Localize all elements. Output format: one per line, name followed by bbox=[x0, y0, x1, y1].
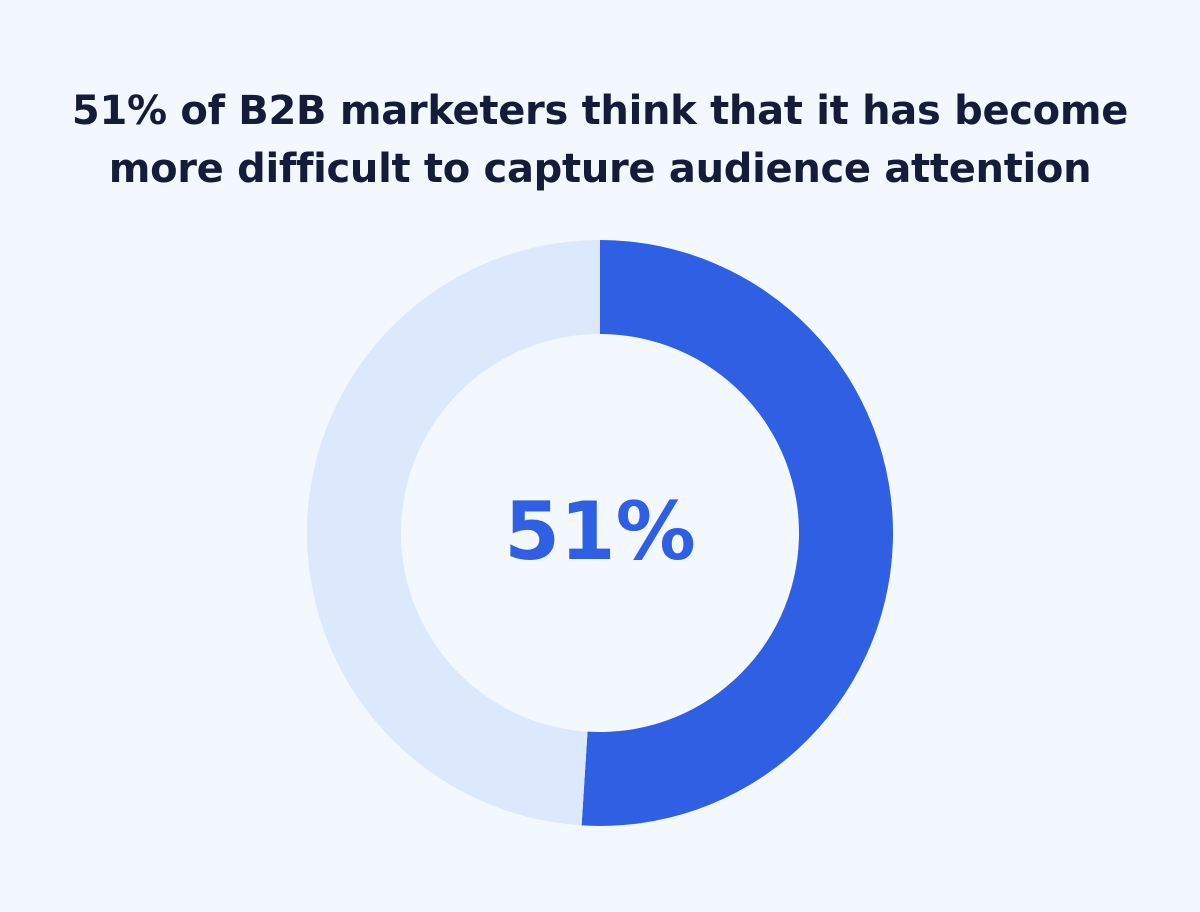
donut-slice-1 bbox=[581, 240, 894, 827]
center-value-label: 51% bbox=[504, 485, 695, 578]
donut-slices bbox=[307, 240, 894, 827]
donut-slice-2 bbox=[307, 240, 600, 826]
chart-title: 51% of B2B marketers think that it has b… bbox=[71, 88, 1129, 192]
